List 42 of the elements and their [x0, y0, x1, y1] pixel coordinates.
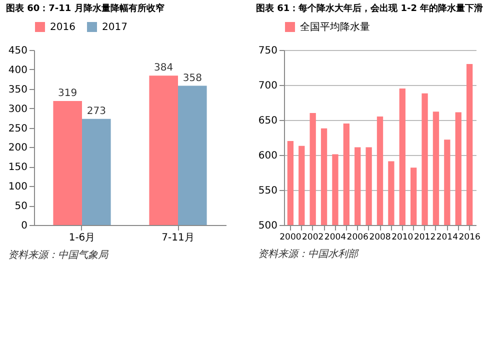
y-tick-label: 350 [8, 84, 28, 96]
y-tick-label: 300 [8, 104, 28, 115]
y-tick-label: 50 [14, 201, 28, 212]
x-tick-label: 2006 [346, 232, 368, 242]
data-label: 319 [58, 88, 78, 99]
text: 资料来源：中国气象局 [7, 248, 110, 262]
x-tick-label: 7-11月 [162, 232, 194, 244]
y-tick-label: 550 [258, 186, 278, 196]
legend-label: 2017 [102, 22, 128, 33]
y-tick-label: 400 [8, 64, 28, 76]
text: 资料来源：中国水利部 [257, 248, 360, 261]
data-label: 384 [154, 62, 174, 74]
chart-title: 图表 61：每个降水大年后，会出现 1-2 年的降水量下滑 [256, 3, 484, 14]
chart-title: 图表 60：7-11 月降水量降幅有所收窄 [6, 3, 164, 14]
y-tick-label: 200 [8, 142, 28, 154]
x-tick-label: 2014 [436, 232, 458, 242]
bar [53, 100, 82, 225]
y-tick-label: 450 [8, 46, 28, 56]
data-label: 358 [182, 72, 202, 84]
y-tick-label: 150 [8, 162, 28, 174]
y-tick-label: 700 [258, 80, 278, 92]
y-tick-label: 100 [8, 182, 28, 193]
x-tick-label: 2016 [458, 232, 480, 242]
x-tick-label: 2012 [414, 232, 436, 242]
x-tick-label: 2004 [324, 232, 346, 242]
x-tick-label: 1-6月 [68, 232, 96, 244]
bar [82, 118, 111, 225]
y-tick-label: 750 [258, 46, 278, 56]
bar [149, 76, 178, 225]
y-tick-label: 250 [8, 123, 28, 134]
y-tick-label: 650 [258, 116, 278, 126]
bar [178, 86, 207, 225]
x-tick-label: 2010 [392, 232, 414, 242]
y-tick-label: 0 [21, 220, 28, 232]
legend-label: 全国平均降水量 [300, 21, 370, 33]
x-tick-label: 2008 [369, 232, 391, 242]
y-tick-label: 500 [258, 220, 278, 232]
legend-label: 2016 [50, 22, 76, 33]
y-tick-label: 600 [258, 150, 278, 162]
data-label: 273 [86, 106, 106, 117]
x-tick-label: 2000 [280, 232, 302, 242]
x-tick-label: 2002 [302, 232, 324, 242]
